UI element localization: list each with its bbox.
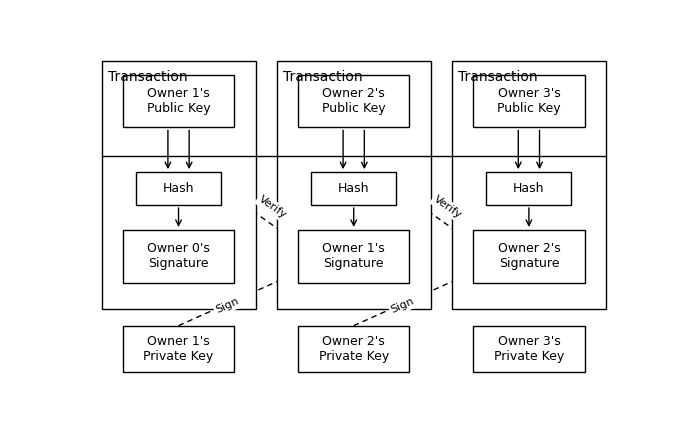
Text: Owner 3's
Public Key: Owner 3's Public Key (497, 87, 561, 115)
Text: Owner 2's
Public Key: Owner 2's Public Key (322, 87, 386, 115)
Text: Owner 1's
Private Key: Owner 1's Private Key (143, 335, 214, 363)
Bar (101, 61, 256, 309)
Text: Owner 1's
Signature: Owner 1's Signature (323, 242, 385, 270)
Bar (473, 230, 585, 283)
Bar (277, 61, 431, 309)
Bar (123, 75, 234, 127)
Text: Hash: Hash (338, 182, 369, 195)
Text: Owner 0's
Signature: Owner 0's Signature (147, 242, 210, 270)
Text: Owner 1's
Public Key: Owner 1's Public Key (147, 87, 210, 115)
Text: Sign: Sign (390, 296, 416, 315)
Text: Owner 3's
Private Key: Owner 3's Private Key (494, 335, 564, 363)
Bar (298, 230, 410, 283)
Bar (298, 75, 410, 127)
Bar (136, 172, 221, 205)
Text: Verify: Verify (432, 194, 464, 221)
Bar (473, 326, 585, 372)
Text: Verify: Verify (257, 194, 288, 221)
Text: Transaction: Transaction (108, 69, 188, 84)
Bar (486, 172, 571, 205)
Bar (311, 172, 396, 205)
Text: Hash: Hash (163, 182, 195, 195)
Bar (452, 61, 606, 309)
Text: Transaction: Transaction (283, 69, 363, 84)
Text: Sign: Sign (214, 296, 241, 315)
Bar (298, 326, 410, 372)
Text: Owner 2's
Private Key: Owner 2's Private Key (319, 335, 389, 363)
Bar (123, 230, 234, 283)
Text: Owner 2's
Signature: Owner 2's Signature (497, 242, 560, 270)
Text: Transaction: Transaction (458, 69, 538, 84)
Text: Hash: Hash (513, 182, 545, 195)
Bar (123, 326, 234, 372)
Bar (473, 75, 585, 127)
